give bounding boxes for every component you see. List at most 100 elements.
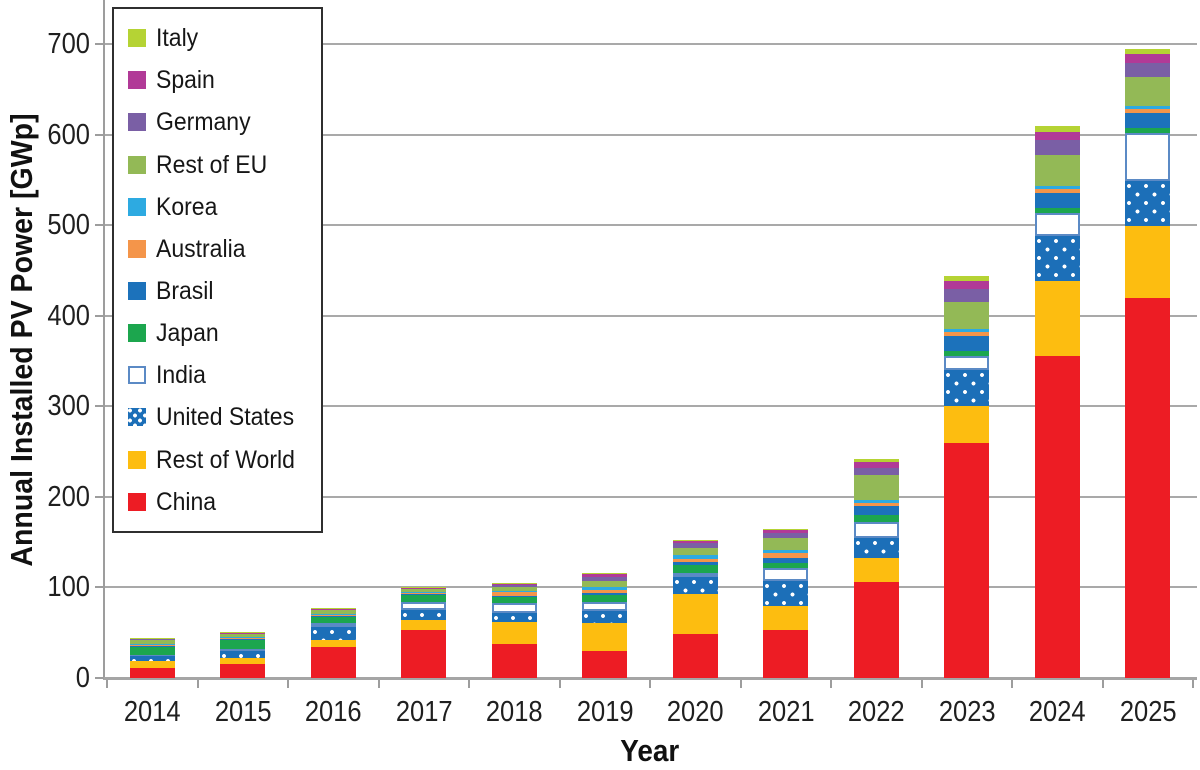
x-tick-11 bbox=[1101, 680, 1104, 688]
bar-segment-rest-of-eu-2023 bbox=[944, 302, 990, 329]
bar-segment-china-2019 bbox=[582, 650, 628, 678]
bar-segment-spain-2023 bbox=[944, 281, 990, 289]
bar-segment-germany-2022 bbox=[853, 468, 899, 476]
bar-segment-japan-2022 bbox=[853, 515, 899, 522]
bar-segment-germany-2024 bbox=[1034, 140, 1080, 155]
bar-segment-rest-of-world-2023 bbox=[944, 406, 990, 443]
legend-item-india: India bbox=[128, 355, 321, 395]
bar-segment-australia-2024 bbox=[1034, 188, 1080, 194]
bar-segment-china-2015 bbox=[220, 664, 266, 678]
legend-swatch-germany bbox=[128, 113, 146, 132]
legend-label-germany: Germany bbox=[156, 108, 251, 137]
gridline-500 bbox=[103, 224, 1197, 227]
x-tick-0 bbox=[106, 680, 108, 688]
y-tick-600 bbox=[95, 133, 104, 136]
x-tick-label-2019: 2019 bbox=[576, 696, 634, 728]
bar-segment-australia-2015 bbox=[220, 638, 266, 640]
bar-segment-germany-2018 bbox=[491, 583, 537, 587]
bar-segment-spain-2019 bbox=[582, 573, 628, 578]
bar-segment-china-2021 bbox=[763, 629, 809, 678]
bar-segment-spain-2022 bbox=[853, 461, 899, 469]
bar-segment-italy-2021 bbox=[763, 528, 809, 530]
bar-segment-india-2019 bbox=[582, 601, 628, 611]
bar-segment-korea-2019 bbox=[582, 587, 628, 591]
bar-segment-india-2024 bbox=[1034, 213, 1080, 236]
gridline-300 bbox=[103, 405, 1197, 408]
y-tick-label-600: 600 bbox=[47, 118, 90, 151]
bar-segment-australia-2014 bbox=[129, 645, 175, 646]
legend-item-italy: Italy bbox=[128, 18, 321, 58]
bar-segment-india-2023 bbox=[944, 356, 990, 371]
bar-segment-rest-of-eu-2015 bbox=[220, 634, 266, 638]
y-tick-label-300: 300 bbox=[47, 390, 90, 423]
x-tick-label-2018: 2018 bbox=[485, 696, 543, 728]
bar-segment-germany-2023 bbox=[944, 288, 990, 303]
bar-segment-rest-of-eu-2018 bbox=[491, 586, 537, 591]
bar-segment-rest-of-world-2019 bbox=[582, 622, 628, 651]
bar-segment-rest-of-eu-2016 bbox=[310, 610, 356, 614]
bar-segment-india-2016 bbox=[310, 623, 356, 628]
legend-label-spain: Spain bbox=[156, 66, 215, 95]
legend-item-brasil: Brasil bbox=[128, 271, 321, 311]
bar-segment-japan-2024 bbox=[1034, 208, 1080, 214]
bar-segment-japan-2021 bbox=[763, 562, 809, 569]
bar-segment-japan-2018 bbox=[491, 596, 537, 603]
bar-segment-korea-2017 bbox=[401, 592, 447, 594]
x-tick-10 bbox=[1011, 680, 1013, 688]
bar-segment-rest-of-eu-2020 bbox=[672, 547, 718, 555]
bar-segment-japan-2015 bbox=[220, 639, 266, 650]
y-tick-label-0: 0 bbox=[75, 662, 90, 694]
bar-segment-brasil-2019 bbox=[582, 593, 628, 596]
x-tick-12 bbox=[1192, 680, 1194, 688]
x-axis-line bbox=[103, 677, 1197, 680]
y-tick-label-500: 500 bbox=[47, 209, 90, 242]
bar-segment-china-2022 bbox=[853, 581, 899, 678]
legend-item-rest-of-world: Rest of World bbox=[128, 440, 321, 480]
x-tick-label-2016: 2016 bbox=[304, 696, 362, 728]
y-tick-0 bbox=[95, 677, 104, 679]
x-axis-title-text: Year bbox=[620, 733, 680, 768]
legend-item-united-states: United States bbox=[128, 397, 321, 437]
bar-segment-china-2025 bbox=[1125, 297, 1171, 678]
bar-segment-spain-2024 bbox=[1034, 132, 1080, 141]
x-tick-label-2017: 2017 bbox=[395, 696, 453, 728]
bar-segment-china-2023 bbox=[944, 442, 990, 678]
bar-segment-japan-2019 bbox=[582, 595, 628, 602]
y-tick-label-200: 200 bbox=[47, 480, 90, 513]
legend-swatch-australia bbox=[128, 239, 146, 258]
bar-segment-rest-of-world-2024 bbox=[1034, 281, 1080, 357]
bar-segment-korea-2024 bbox=[1034, 185, 1080, 189]
bar-segment-korea-2015 bbox=[220, 637, 266, 639]
bar-segment-rest-of-world-2017 bbox=[401, 619, 447, 630]
bar-segment-germany-2015 bbox=[220, 632, 266, 635]
bar-segment-china-2014 bbox=[129, 668, 175, 678]
bar-segment-italy-2019 bbox=[582, 572, 628, 574]
bar-segment-japan-2020 bbox=[672, 565, 718, 573]
legend-swatch-united-states bbox=[128, 408, 146, 427]
legend-item-rest-of-eu: Rest of EU bbox=[128, 145, 321, 185]
gridline-700 bbox=[103, 43, 1197, 45]
bar-segment-korea-2020 bbox=[672, 555, 718, 559]
bar-segment-rest-of-world-2018 bbox=[491, 622, 537, 644]
legend-swatch-italy bbox=[128, 29, 146, 48]
x-tick-9 bbox=[920, 680, 923, 688]
legend-label-rest-of-world: Rest of World bbox=[156, 445, 295, 474]
bar-segment-rest-of-eu-2017 bbox=[401, 589, 447, 593]
y-tick-label-400: 400 bbox=[47, 299, 90, 332]
legend-item-spain: Spain bbox=[128, 60, 321, 100]
legend-label-rest-of-eu: Rest of EU bbox=[156, 150, 268, 179]
bar-segment-rest-of-eu-2021 bbox=[763, 537, 809, 550]
bar-segment-india-2018 bbox=[491, 602, 537, 613]
bar-segment-australia-2020 bbox=[672, 558, 718, 563]
x-tick-label-2015: 2015 bbox=[214, 696, 272, 728]
legend-swatch-korea bbox=[128, 197, 146, 216]
bar-segment-brasil-2017 bbox=[401, 594, 447, 596]
bar-segment-united-states-2023 bbox=[944, 370, 990, 407]
legend-item-germany: Germany bbox=[128, 102, 321, 142]
y-tick-label-100: 100 bbox=[47, 571, 90, 604]
legend-item-korea: Korea bbox=[128, 187, 321, 227]
bar-segment-rest-of-world-2021 bbox=[763, 605, 809, 630]
bar-segment-australia-2022 bbox=[853, 502, 899, 507]
